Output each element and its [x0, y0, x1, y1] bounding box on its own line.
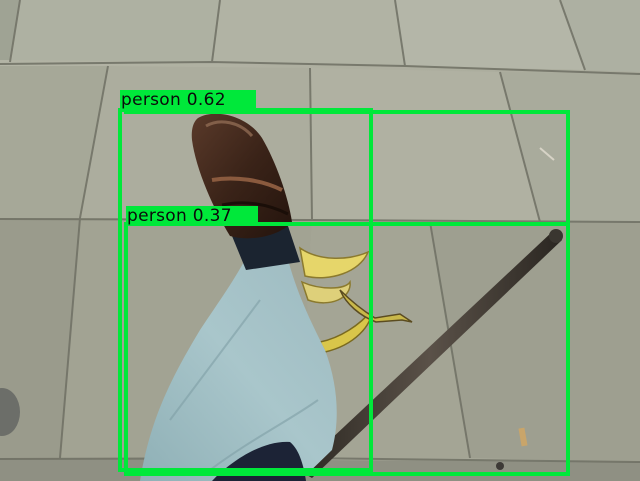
banana-peel	[298, 246, 413, 353]
walking-cane	[298, 229, 563, 478]
detection-label-person-062: person 0.62	[120, 90, 256, 110]
object-left-edge	[0, 388, 20, 436]
cigarette-butt	[539, 147, 555, 161]
cigarette-butt	[518, 427, 528, 447]
detection-box-outer	[124, 110, 570, 476]
pebble	[496, 462, 504, 470]
detection-label-person-037: person 0.37	[126, 206, 258, 226]
